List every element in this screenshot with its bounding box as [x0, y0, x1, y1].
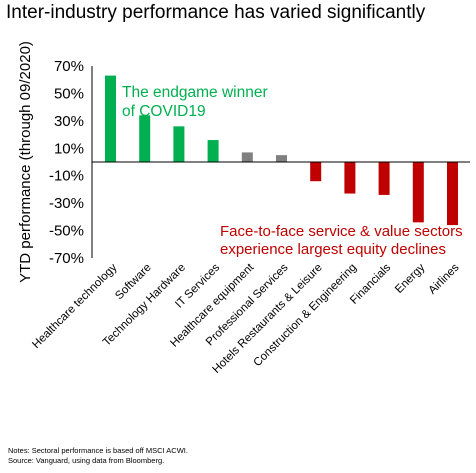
bar [310, 162, 322, 182]
y-tick-label: 70% [54, 58, 84, 75]
bar [241, 152, 253, 162]
notes-line: Notes: Sectoral performance is based off… [8, 446, 188, 455]
source-line: Source: Vanguard, using data from Bloomb… [8, 456, 165, 465]
bar [344, 162, 356, 194]
bar [173, 126, 185, 162]
bar [276, 155, 287, 162]
y-tick-label: 50% [54, 85, 84, 102]
y-tick-label: -10% [49, 168, 84, 185]
y-tick-label: -70% [49, 250, 84, 267]
chart-title: Inter-industry performance has varied si… [6, 2, 426, 23]
y-tick-label: 10% [54, 140, 84, 157]
y-tick-label: -50% [49, 223, 84, 240]
y-tick-label: 30% [54, 113, 84, 130]
annotation-winner: The endgame winner [122, 84, 268, 101]
bar [412, 162, 424, 223]
bar [378, 162, 390, 195]
x-tick-label: Airlines [426, 261, 461, 296]
y-axis-title: YTD performance (through 09/2020) [17, 41, 34, 283]
annotation-decliners: experience largest equity declines [220, 241, 446, 258]
annotation-winner: of COVID19 [122, 103, 206, 120]
x-tick-label: Energy [393, 261, 427, 295]
notes: Notes: Sectoral performance is based off… [8, 446, 188, 466]
bar [447, 162, 458, 226]
bar [139, 115, 151, 162]
annotation-decliners: Face-to-face service & value sectors [220, 223, 463, 240]
y-tick-label: -30% [49, 195, 84, 212]
bar [207, 140, 219, 162]
bar [105, 75, 116, 162]
